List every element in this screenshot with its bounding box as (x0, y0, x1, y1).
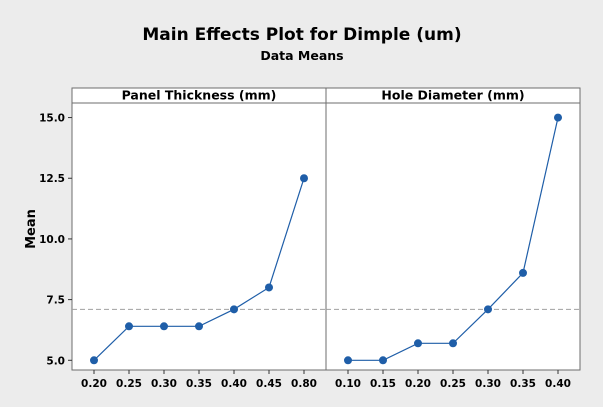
data-point (414, 339, 422, 348)
data-point (379, 356, 387, 365)
plot-area: 5.0 7.5 10.0 12.5 15.0 Panel Thickness (mm) 0.… (39, 87, 581, 390)
data-point (300, 174, 308, 183)
x-tick-label: 0.20 (405, 378, 431, 390)
data-point (484, 305, 492, 314)
data-point (449, 339, 457, 348)
data-point (554, 113, 562, 122)
data-point (90, 356, 98, 365)
x-tick-label: 0.25 (440, 378, 466, 390)
data-point (230, 305, 238, 314)
data-point (519, 268, 527, 277)
data-point (265, 283, 273, 292)
panel-label: Hole Diameter (mm) (381, 88, 524, 103)
x-tick-label: 0.25 (116, 378, 142, 390)
chart-title: Main Effects Plot for Dimple (um) (142, 25, 461, 45)
x-tick-label: 0.40 (221, 378, 247, 390)
chart-subtitle: Data Means (260, 48, 343, 63)
y-axis-label: Mean (24, 209, 39, 249)
y-tick-label: 5.0 (46, 355, 65, 367)
x-tick-label: 0.35 (510, 378, 536, 390)
x-tick-label: 0.30 (475, 378, 501, 390)
x-tick-label: 0.45 (256, 378, 282, 390)
data-point (160, 322, 168, 331)
y-tick-label: 10.0 (39, 234, 65, 246)
x-tick-label: 0.80 (291, 378, 317, 390)
x-tick-label: 0.10 (335, 378, 361, 390)
x-tick-label: 0.40 (545, 378, 571, 390)
y-tick-label: 12.5 (39, 173, 65, 185)
data-point (125, 322, 133, 331)
y-tick-label: 7.5 (46, 295, 65, 307)
x-tick-label: 0.15 (370, 378, 396, 390)
data-point (195, 322, 203, 331)
x-tick-label: 0.20 (81, 378, 107, 390)
x-tick-label: 0.35 (186, 378, 212, 390)
y-tick-label: 15.0 (39, 113, 65, 125)
panel-label: Panel Thickness (mm) (122, 88, 277, 103)
data-point (344, 356, 352, 365)
x-tick-label: 0.30 (151, 378, 177, 390)
